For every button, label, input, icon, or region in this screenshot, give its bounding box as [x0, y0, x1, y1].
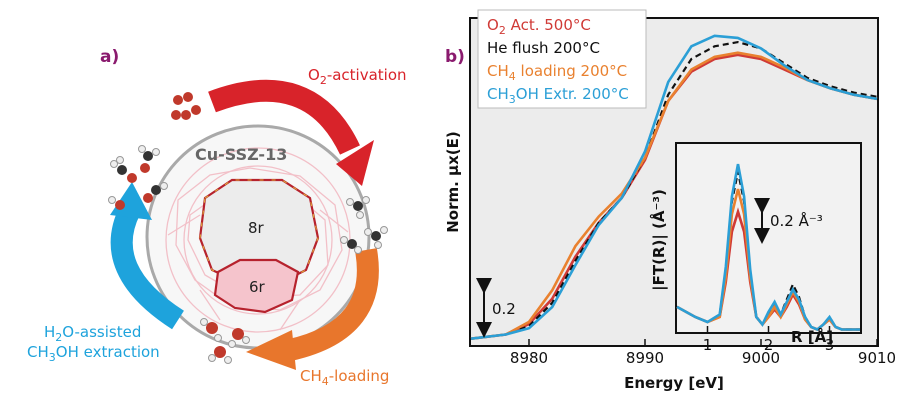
xanes-x-tick-label-1: 8990: [626, 349, 664, 367]
h2o-assisted-label: H2O-assisted: [44, 323, 141, 344]
xanes-series-group: [470, 34, 878, 340]
xanes-x-axis: 8980 8990 9000 9010: [510, 339, 896, 367]
methanol-molecules: [108, 145, 168, 210]
legend: O2 Act. 500°C He flush 200°C CH4 loading…: [477, 9, 647, 109]
ring-8r-label: 8r: [248, 219, 265, 237]
xanes-x-axis-title: Energy [eV]: [624, 374, 724, 392]
legend-entry-ch4-loading: CH4 loading 200°C: [487, 62, 627, 83]
zeolite-ring-8r: [198, 178, 320, 284]
extraction-arrow: [110, 205, 185, 330]
ft-inset-x-tick-label-0: 1: [703, 336, 713, 354]
ft-inset-series-line-3: [676, 163, 860, 331]
panel-b-label: b): [445, 47, 465, 67]
xanes-series-line-3: [470, 34, 878, 340]
ch4-loading-arrow: [287, 248, 379, 361]
ring-6r-label: 6r: [249, 278, 266, 296]
methanol-extraction-label: CH3OH extraction: [27, 343, 160, 364]
zeolite-ring-6r: [213, 258, 300, 314]
ft-inset-x-tick-label-2: 3: [825, 336, 835, 354]
panel-a: a) 8r 6r Cu-SSZ-13: [27, 47, 407, 388]
extraction-arrowhead: [110, 182, 152, 220]
xanes-scale-bar-label: 0.2: [492, 300, 516, 318]
legend-entry-ch3oh-extr: CH3OH Extr. 200°C: [487, 85, 629, 106]
ft-inset-y-axis-title: |FT(R)| (Å⁻³): [649, 189, 669, 291]
o2-activation-arrow: [208, 79, 360, 155]
panel-b: b) 8980 8990 9000 9010 Energy [eV] Norm. μx…: [444, 9, 896, 392]
ft-inset-series-group: [676, 163, 860, 331]
legend-entry-o2-act: O2 Act. 500°C: [487, 16, 591, 37]
xanes-y-axis-title: Norm. μx(E): [444, 131, 462, 232]
legend-entry-he-flush: He flush 200°C: [487, 39, 600, 57]
xanes-series-line-1: [470, 40, 878, 340]
xanes-x-tick-label-3: 9010: [858, 349, 896, 367]
panel-a-label: a): [100, 47, 119, 67]
zeolite-framework: [165, 147, 351, 333]
ft-inset-x-tick-label-1: 2: [764, 336, 774, 354]
ft-inset-x-axis-title: R [Å]: [791, 327, 833, 346]
xanes-x-tick-label-0: 8980: [510, 349, 548, 367]
ch4-loading-label: CH4-loading: [300, 367, 389, 388]
ft-inset-plot-area: [675, 142, 862, 334]
legend-box: [477, 9, 647, 109]
xanes-x-tick-label-2: 9000: [742, 349, 780, 367]
ch4-molecules: [340, 196, 388, 254]
ft-inset-x-axis: 1 2 3: [703, 326, 835, 354]
zeolite-name-label: Cu-SSZ-13: [195, 145, 287, 164]
o2-activation-label: O2-activation: [308, 66, 407, 87]
water-molecules: [200, 318, 250, 364]
ft-inset-scale-bar-label: 0.2 Å⁻³: [770, 211, 823, 230]
ch4-loading-arrowhead: [246, 330, 296, 370]
o2-activation-arrowhead: [336, 140, 374, 186]
o2-molecules: [171, 92, 201, 120]
